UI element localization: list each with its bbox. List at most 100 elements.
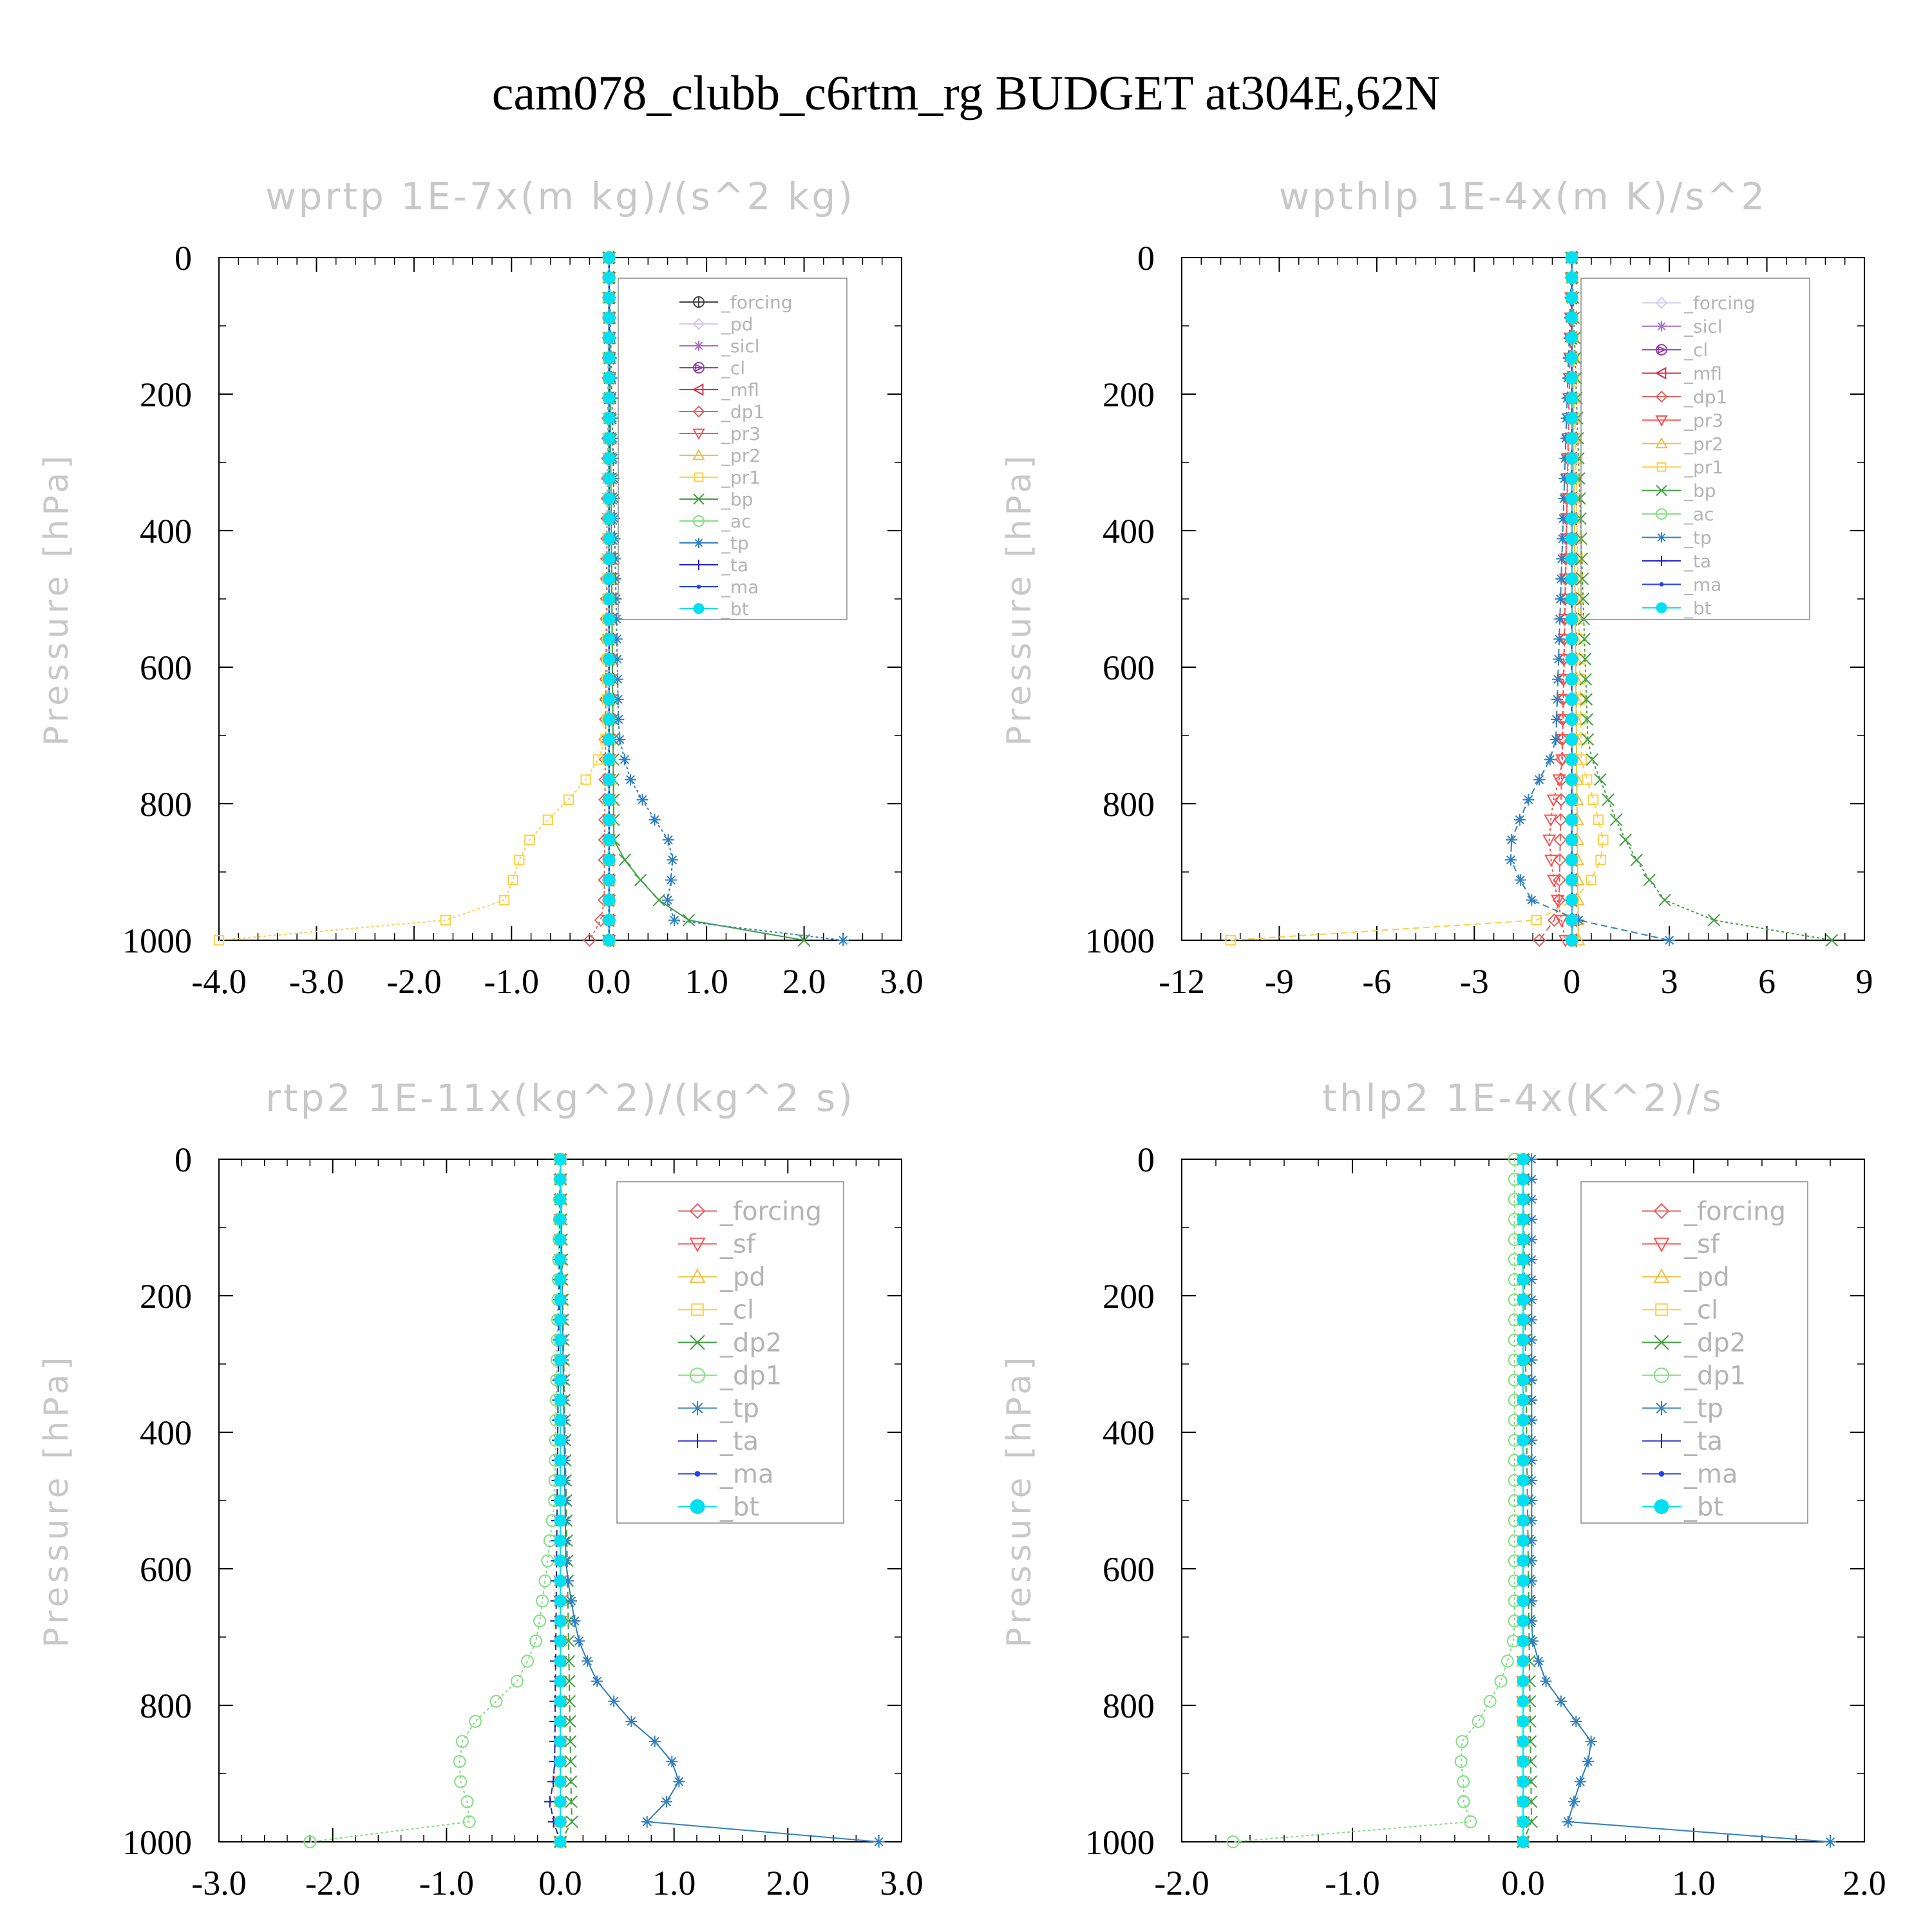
data-point (603, 713, 616, 726)
x-tick-label: -2.0 (386, 962, 441, 1001)
data-point (554, 1474, 567, 1487)
data-point (460, 1795, 474, 1808)
data-point (682, 914, 696, 927)
legend-item: _pr1 (679, 467, 761, 488)
legend-label: _pr1 (721, 467, 761, 488)
data-point (554, 1575, 567, 1587)
data-point (1566, 472, 1578, 485)
legend-marker (1656, 508, 1667, 520)
data-point (1552, 774, 1566, 787)
data-point (1472, 1714, 1485, 1728)
data-point (612, 673, 624, 685)
data-point (562, 1575, 574, 1587)
data-point (1517, 1374, 1530, 1387)
data-point (542, 814, 554, 826)
data-point (1555, 754, 1569, 767)
data-point (1566, 392, 1578, 404)
data-point (625, 1715, 638, 1727)
legend-item: _forcing (679, 292, 793, 313)
data-point (1566, 934, 1578, 947)
data-point (1566, 753, 1578, 766)
legend-label: _cl (719, 1296, 754, 1325)
data-point (536, 1594, 549, 1607)
data-point (554, 1815, 567, 1828)
data-point (636, 793, 649, 806)
data-point (565, 1815, 578, 1828)
data-point (612, 693, 624, 705)
x-tick-label: -3.0 (289, 962, 344, 1001)
data-point (873, 1836, 885, 1848)
data-point (618, 853, 631, 866)
data-point (1526, 1454, 1538, 1466)
data-point (1226, 1835, 1240, 1848)
data-point (573, 1635, 585, 1647)
data-point (662, 834, 674, 846)
data-point (554, 1434, 567, 1446)
data-point (1547, 913, 1561, 927)
data-point (1566, 673, 1578, 686)
legend-label: _ma (721, 576, 759, 598)
data-point (1526, 1153, 1538, 1165)
data-point (1517, 1354, 1530, 1367)
data-point (603, 753, 616, 766)
data-point (1542, 834, 1557, 848)
data-point (554, 1654, 567, 1667)
data-point (564, 1735, 577, 1748)
data-point (1526, 1535, 1538, 1547)
x-tick-label: -3.0 (191, 1864, 246, 1902)
data-point (544, 1795, 556, 1808)
legend-item: _forcing (1642, 1197, 1786, 1227)
legend-item: _dp2 (678, 1329, 782, 1358)
legend-box (1580, 1181, 1808, 1524)
legend-marker (690, 1367, 705, 1383)
data-point (1517, 1173, 1530, 1186)
x-tick-label: -6 (1362, 962, 1391, 1001)
legend-label: _ta (1683, 551, 1711, 572)
data-point (565, 1595, 578, 1607)
legend-marker (692, 317, 705, 330)
data-point (1526, 1495, 1538, 1506)
data-point (1577, 612, 1590, 625)
legend-label: _ac (721, 511, 752, 532)
legend-label: _dp1 (719, 1361, 782, 1391)
x-tick-label: -1.0 (1325, 1864, 1379, 1902)
data-point (1526, 1253, 1538, 1265)
data-point (1566, 332, 1578, 345)
data-point (609, 553, 621, 565)
legend-label: _pr3 (721, 423, 761, 444)
data-point (1517, 1815, 1530, 1828)
legend-label: _dp1 (721, 401, 764, 422)
legend: _forcing_sf_pd _cl _dp2 _dp1_tp_ta_ma _bt (1580, 1181, 1808, 1524)
data-point (603, 793, 616, 806)
data-point (1501, 1654, 1514, 1668)
data-point (603, 492, 616, 505)
data-point (603, 271, 616, 284)
data-point (489, 1694, 503, 1708)
data-point (1573, 914, 1585, 926)
legend-label: _forcing (721, 292, 793, 313)
data-point (1517, 1193, 1530, 1206)
legend-label: _dp1 (1683, 1361, 1746, 1391)
data-point (661, 894, 674, 906)
data-point (529, 1634, 543, 1648)
data-point (1533, 773, 1546, 786)
legend-label: _pd (719, 1263, 766, 1293)
data-point (667, 854, 679, 866)
data-point (610, 593, 622, 605)
data-point (1526, 1595, 1538, 1607)
x-tick-label: 1.0 (1672, 1864, 1716, 1902)
data-point (1566, 894, 1578, 907)
legend-marker (1655, 437, 1668, 449)
data-point (1526, 1575, 1538, 1587)
data-point (1566, 492, 1578, 505)
data-point (554, 1534, 567, 1547)
data-point (1557, 513, 1569, 525)
legend-item: _ma (678, 1460, 773, 1490)
data-point (1566, 693, 1578, 706)
data-point (1566, 291, 1578, 304)
legend-marker (1654, 366, 1667, 380)
legend-item: _ta (678, 1427, 759, 1457)
data-point (614, 734, 626, 746)
legend-marker (694, 560, 704, 570)
series-bt (1517, 1153, 1530, 1848)
